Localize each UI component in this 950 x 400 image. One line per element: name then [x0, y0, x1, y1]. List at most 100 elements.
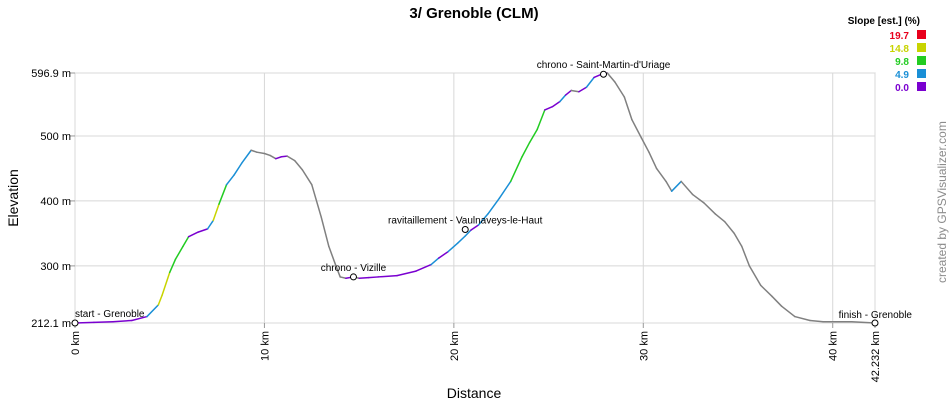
legend-item-label: 14.8	[890, 44, 910, 55]
x-tick-label: 30 km	[638, 331, 650, 361]
x-axis-ticks: 0 km 10 km 20 km 30 km 40 km 42.232 km	[70, 323, 882, 382]
profile-segment	[161, 271, 171, 296]
profile-segment	[665, 180, 673, 192]
credit-text: created by GPSVisualizer.com	[935, 121, 949, 283]
profile-segment	[437, 250, 449, 259]
profile-segment	[536, 109, 546, 131]
profile-segment	[487, 197, 501, 215]
x-axis-label: Distance	[447, 385, 502, 400]
profile-segment	[335, 266, 341, 278]
profile-segment	[585, 76, 595, 88]
profile-segment	[780, 305, 796, 318]
profile-segment	[430, 257, 440, 266]
legend-item-label: 4.9	[895, 70, 909, 81]
profile-segment	[311, 183, 323, 218]
profile-segment	[521, 141, 531, 158]
profile-segment	[275, 155, 283, 160]
plot-area	[74, 72, 876, 324]
profile-segment	[187, 231, 199, 238]
legend-swatch	[917, 69, 926, 78]
profile-segment	[509, 155, 523, 183]
profile-segment	[233, 162, 243, 176]
profile-segment	[197, 228, 209, 233]
profile-segment	[528, 128, 538, 144]
profile-segment	[850, 321, 876, 324]
legend-title: Slope [est.] (%)	[848, 16, 920, 27]
profile-segment	[168, 258, 177, 274]
waypoint-marker	[71, 319, 79, 327]
y-tick-label: 500 m	[40, 131, 71, 143]
waypoint-label: finish - Grenoble	[839, 310, 913, 321]
waypoint-label: chrono - Vizille	[321, 263, 387, 274]
profile-segment	[93, 321, 114, 324]
profile-segment	[623, 96, 633, 121]
profile-segment	[367, 276, 379, 279]
profile-segment	[714, 213, 726, 223]
profile-segment	[240, 149, 252, 164]
profile-segment	[112, 319, 133, 323]
waypoint-marker	[600, 70, 608, 78]
x-tick-label: 10 km	[259, 331, 271, 361]
profile-segment	[293, 159, 304, 171]
legend-item-label: 0.0	[895, 83, 909, 94]
profile-segment	[691, 193, 705, 204]
profile-segment	[146, 304, 160, 318]
waypoint-markers: start - Grenoble chrono - Vizille ravitail…	[71, 60, 913, 327]
slope-legend: Slope [est.] (%) 19.7 14.8 9.8 4.9 0.0	[848, 16, 926, 94]
profile-segment	[320, 216, 330, 248]
waypoint-marker	[349, 273, 357, 281]
profile-segment	[464, 229, 472, 237]
profile-segment	[131, 315, 148, 322]
profile-segment	[250, 149, 258, 153]
x-tick-label: 0 km	[70, 331, 82, 355]
profile-segment	[218, 183, 228, 205]
profile-segment	[339, 276, 347, 279]
profile-segment	[212, 203, 220, 222]
profile-segment	[733, 232, 743, 248]
x-tick-label: 20 km	[449, 331, 461, 361]
y-tick-label: 300 m	[40, 261, 71, 273]
chart-title: 3/ Grenoble (CLM)	[409, 5, 538, 22]
legend-swatch	[917, 43, 926, 52]
profile-segment	[771, 295, 783, 307]
profile-segment	[748, 265, 762, 287]
profile-segment	[741, 245, 751, 267]
profile-segment	[174, 245, 184, 261]
gridlines	[74, 72, 876, 324]
profile-segment	[551, 100, 561, 108]
y-tick-label: 596.9 m	[31, 68, 71, 80]
profile-segment	[559, 94, 567, 103]
waypoint-label: ravitaillement - Vaulnaveys-le-Haut	[388, 216, 543, 227]
profile-segment	[225, 174, 235, 186]
profile-segment	[328, 245, 338, 268]
waypoint-label: start - Grenoble	[75, 309, 145, 320]
profile-segment	[301, 168, 313, 186]
profile-segment	[570, 89, 580, 93]
profile-segment	[670, 180, 682, 192]
y-axis-label: Elevation	[5, 169, 21, 227]
profile-segment	[809, 319, 824, 323]
profile-segment	[759, 284, 773, 298]
profile-segment	[415, 263, 432, 272]
profile-segment	[794, 315, 811, 322]
legend-item-label: 19.7	[890, 31, 910, 42]
legend-swatch	[917, 82, 926, 91]
waypoint-marker	[871, 319, 879, 327]
profile-segment	[606, 72, 616, 83]
profile-segment	[358, 276, 370, 279]
elevation-profile-line	[74, 72, 876, 324]
profile-segment	[578, 86, 588, 93]
profile-segment	[182, 235, 190, 248]
profile-segment	[477, 213, 489, 226]
legend-swatch	[917, 30, 926, 39]
profile-segment	[544, 105, 554, 111]
x-tick-label: 40 km	[828, 331, 840, 361]
profile-segment	[631, 118, 643, 139]
profile-segment	[157, 294, 163, 306]
profile-segment	[263, 152, 271, 157]
profile-segment	[256, 151, 266, 155]
profile-segment	[470, 224, 480, 231]
profile-segment	[447, 242, 459, 253]
profile-segment	[723, 220, 735, 235]
